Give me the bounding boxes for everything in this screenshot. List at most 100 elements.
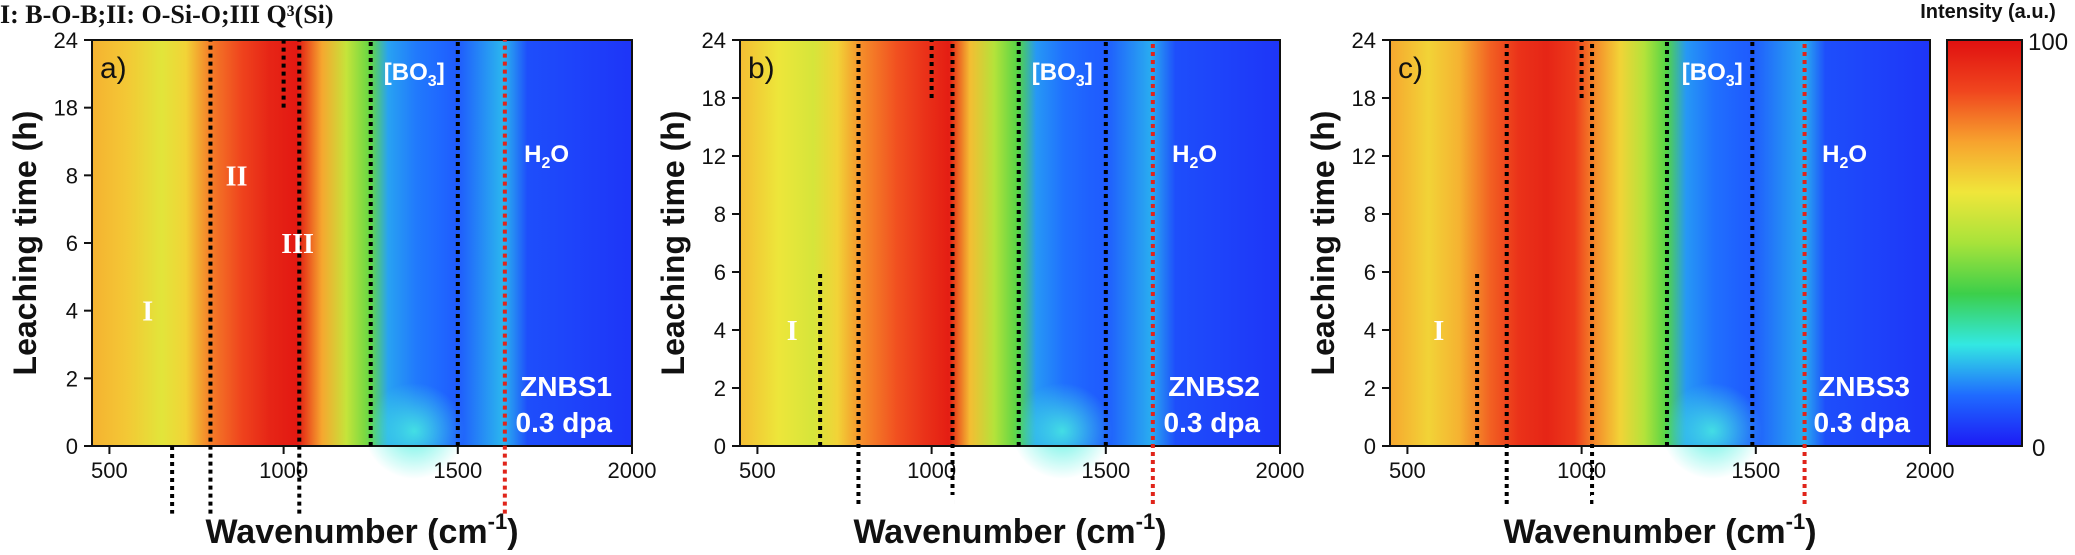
y-tick-label: 6	[66, 231, 78, 256]
x-tick-label: 500	[1389, 458, 1426, 483]
h2o-label-close: O	[1198, 141, 1217, 168]
y-tick-label: 12	[702, 144, 726, 169]
h2o-label-main: H	[1822, 141, 1839, 168]
bo3-label-close: ]	[1735, 59, 1743, 86]
colorbar-min-label: 0	[2032, 435, 2045, 462]
h2o-label-close: O	[1848, 141, 1867, 168]
x-tick-label: 500	[91, 458, 128, 483]
bo3-label: [BO3]	[384, 59, 445, 90]
x-tick-label: 2000	[608, 458, 657, 483]
y-tick-label: 0	[714, 434, 726, 459]
panel-letter: b)	[748, 52, 775, 85]
panel-letter: a)	[100, 52, 127, 85]
h2o-label: H2O	[524, 141, 569, 172]
y-axis-label: Leaching time (h)	[655, 111, 691, 376]
band-label: I	[787, 316, 798, 347]
y-tick-label: 2	[1364, 376, 1376, 401]
y-axis-label: Leaching time (h)	[7, 111, 43, 376]
y-tick-label: 12	[1352, 144, 1376, 169]
x-axis-label-main: Wavenumber (cm	[1503, 513, 1785, 551]
x-axis-label: Wavenumber (cm-1)	[205, 509, 518, 551]
h2o-label-sub: 2	[1840, 155, 1849, 172]
sample-label: ZNBS3	[1818, 371, 1910, 402]
colorbar: Intensity (a.u.) 100 0	[1920, 1, 2068, 462]
bo3-label: [BO3]	[1682, 59, 1743, 90]
y-tick-label: 4	[714, 318, 726, 343]
heatmap-area	[92, 40, 632, 446]
y-tick-label: 18	[1352, 86, 1376, 111]
heatmap-area	[740, 40, 1280, 446]
x-tick-label: 1000	[907, 458, 956, 483]
x-axis-label-close: )	[1805, 513, 1816, 551]
y-tick-label: 24	[54, 28, 78, 53]
x-axis-label: Wavenumber (cm-1)	[1503, 509, 1816, 551]
bo3-label: [BO3]	[1032, 59, 1093, 90]
plot-frame	[1389, 39, 1931, 447]
panel-letter: c)	[1398, 52, 1423, 85]
bo3-label-close: ]	[437, 59, 445, 86]
bo3-label-main: [BO	[1032, 59, 1076, 86]
bo3-label-sub: 3	[428, 73, 437, 90]
dose-label: 0.3 dpa	[1164, 407, 1261, 438]
bo3-label-sub: 3	[1076, 73, 1085, 90]
x-axis-label-sup: -1	[488, 509, 508, 534]
dose-label: 0.3 dpa	[1814, 407, 1911, 438]
x-tick-label: 2000	[1906, 458, 1955, 483]
h2o-label-sub: 2	[542, 155, 551, 172]
band-label: II	[1520, 490, 1542, 521]
colorbar-max-label: 100	[2028, 29, 2068, 56]
y-tick-label: 4	[1364, 318, 1376, 343]
colorbar-bar	[1946, 39, 2023, 447]
y-tick-label: 2	[714, 376, 726, 401]
x-tick-label: 1500	[1081, 458, 1130, 483]
x-axis-label-sup: -1	[1136, 509, 1156, 534]
x-tick-label: 2000	[1256, 458, 1305, 483]
band-label: I	[142, 297, 153, 328]
y-tick-label: 6	[714, 260, 726, 285]
band-label: II	[226, 161, 248, 192]
x-axis-label-sup: -1	[1786, 509, 1806, 534]
y-tick-label: 6	[1364, 260, 1376, 285]
plot-frame	[739, 39, 1281, 447]
heatmap-area	[1390, 40, 1930, 446]
x-tick-label: 1000	[1557, 458, 1606, 483]
band-label: III	[281, 229, 314, 260]
h2o-label: H2O	[1822, 141, 1867, 172]
bo3-glow	[1662, 383, 1763, 479]
y-tick-label: 2	[66, 366, 78, 391]
x-axis-label-close: )	[1155, 513, 1166, 551]
bo3-label-main: [BO	[384, 59, 428, 86]
x-axis-label-main: Wavenumber (cm	[205, 513, 487, 551]
x-tick-label: 1500	[1731, 458, 1780, 483]
band-label: I	[1433, 316, 1444, 347]
y-tick-label: 8	[714, 202, 726, 227]
y-tick-label: 18	[702, 86, 726, 111]
h2o-label: H2O	[1172, 141, 1217, 172]
y-axis-label: Leaching time (h)	[1305, 111, 1341, 376]
band-label: II	[874, 490, 896, 521]
y-tick-label: 8	[1364, 202, 1376, 227]
figure-legend-title: I: B-O-B;II: O-Si-O;III Q³(Si)	[0, 0, 334, 29]
bo3-label-main: [BO	[1682, 59, 1726, 86]
x-axis-label-main: Wavenumber (cm	[853, 513, 1135, 551]
y-tick-label: 0	[66, 434, 78, 459]
sample-label: ZNBS1	[520, 371, 612, 402]
colorbar-title: Intensity (a.u.)	[1920, 1, 2056, 23]
bo3-label-close: ]	[1085, 59, 1093, 86]
h2o-label-main: H	[524, 141, 541, 168]
x-axis-label: Wavenumber (cm-1)	[853, 509, 1166, 551]
h2o-label-sub: 2	[1190, 155, 1199, 172]
y-tick-label: 24	[702, 28, 726, 53]
bo3-glow	[1012, 383, 1113, 479]
band-label: III	[1579, 490, 1612, 521]
sample-label: ZNBS2	[1168, 371, 1260, 402]
bo3-label-sub: 3	[1726, 73, 1735, 90]
band-label: III	[936, 490, 969, 521]
x-axis-label-close: )	[507, 513, 518, 551]
h2o-label-main: H	[1172, 141, 1189, 168]
y-tick-label: 24	[1352, 28, 1376, 53]
